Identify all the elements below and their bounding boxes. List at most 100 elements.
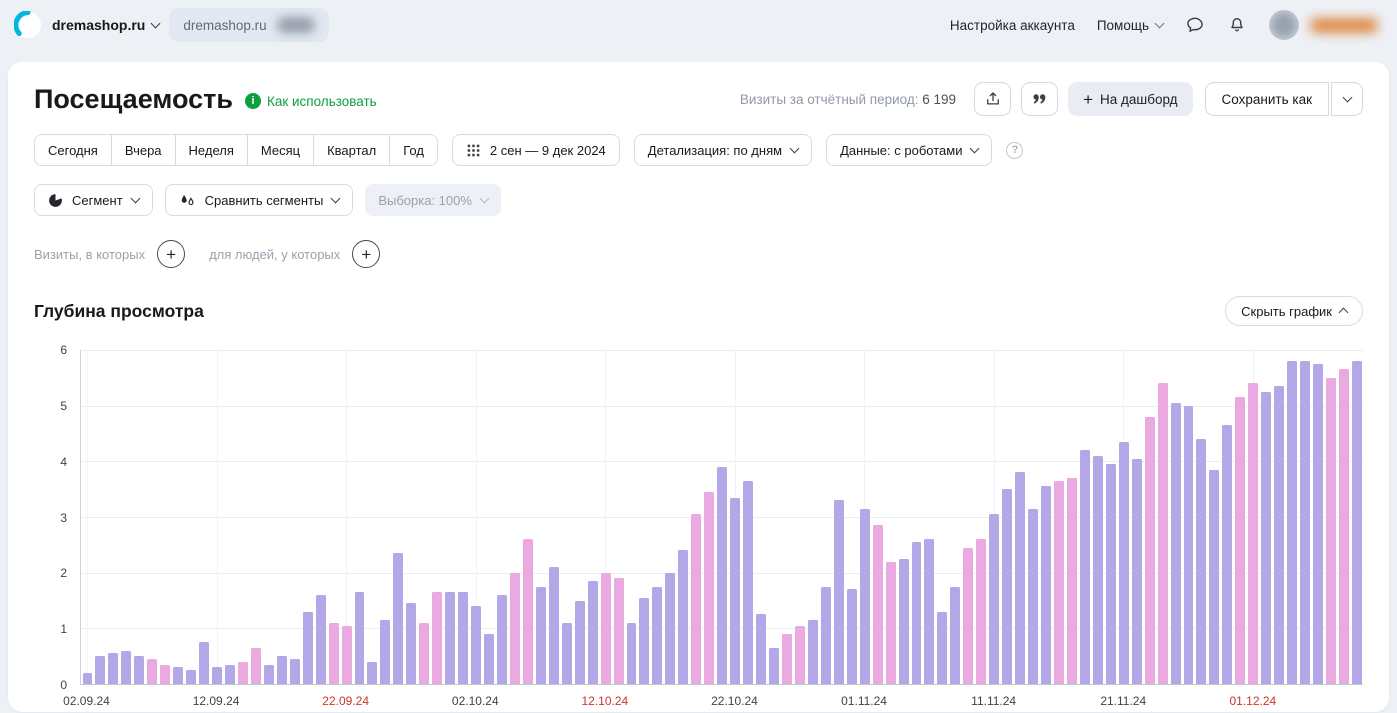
bar-22.10.24[interactable] [730, 498, 740, 684]
bar-10.10.24[interactable] [575, 601, 585, 685]
bell-icon[interactable] [1227, 15, 1247, 35]
bar-05.10.24[interactable] [510, 573, 520, 684]
bar-20.11.24[interactable] [1106, 464, 1116, 684]
bar-08.10.24[interactable] [549, 567, 559, 684]
bar-09.10.24[interactable] [562, 623, 572, 684]
save-as-button[interactable]: Сохранить как [1205, 82, 1329, 116]
question-icon[interactable]: ? [1006, 142, 1023, 159]
bar-27.10.24[interactable] [795, 626, 805, 684]
comments-button[interactable] [1021, 82, 1058, 116]
bar-06.11.24[interactable] [924, 539, 934, 684]
bar-08.12.24[interactable] [1339, 369, 1349, 684]
bar-06.10.24[interactable] [523, 539, 533, 684]
bar-07.10.24[interactable] [536, 587, 546, 684]
bar-19.09.24[interactable] [303, 612, 313, 684]
bar-17.11.24[interactable] [1067, 478, 1077, 684]
bar-19.11.24[interactable] [1093, 456, 1103, 684]
preset-button-5[interactable]: Квартал [313, 134, 390, 166]
bar-28.11.24[interactable] [1209, 470, 1219, 684]
bar-15.11.24[interactable] [1041, 486, 1051, 684]
hide-chart-button[interactable]: Скрыть график [1225, 296, 1363, 326]
bar-04.09.24[interactable] [108, 653, 118, 684]
bar-14.09.24[interactable] [238, 662, 248, 684]
bar-22.11.24[interactable] [1132, 459, 1142, 684]
bar-16.11.24[interactable] [1054, 481, 1064, 684]
bar-05.12.24[interactable] [1300, 361, 1310, 684]
bar-02.11.24[interactable] [873, 525, 883, 684]
bar-29.10.24[interactable] [821, 587, 831, 684]
bar-29.11.24[interactable] [1222, 425, 1232, 684]
bar-24.09.24[interactable] [367, 662, 377, 684]
data-mode-dropdown[interactable]: Данные: с роботами [826, 134, 992, 166]
bar-30.09.24[interactable] [445, 592, 455, 684]
export-button[interactable] [974, 82, 1011, 116]
bar-04.10.24[interactable] [497, 595, 507, 684]
bar-17.10.24[interactable] [665, 573, 675, 684]
bar-09.09.24[interactable] [173, 667, 183, 684]
preset-button-3[interactable]: Неделя [175, 134, 248, 166]
bar-09.12.24[interactable] [1352, 361, 1362, 684]
bar-01.10.24[interactable] [458, 592, 468, 684]
bar-25.11.24[interactable] [1171, 403, 1181, 684]
bar-05.11.24[interactable] [912, 542, 922, 684]
bar-18.11.24[interactable] [1080, 450, 1090, 684]
bar-08.11.24[interactable] [950, 587, 960, 684]
bar-24.11.24[interactable] [1158, 383, 1168, 684]
bar-28.09.24[interactable] [419, 623, 429, 684]
bar-18.10.24[interactable] [678, 550, 688, 684]
bar-24.10.24[interactable] [756, 614, 766, 684]
bar-15.09.24[interactable] [251, 648, 261, 684]
bar-14.11.24[interactable] [1028, 509, 1038, 684]
bar-07.11.24[interactable] [937, 612, 947, 684]
preset-button-4[interactable]: Месяц [247, 134, 314, 166]
bar-28.10.24[interactable] [808, 620, 818, 684]
metrica-logo-icon[interactable] [14, 11, 42, 39]
account-settings-link[interactable]: Настройка аккаунта [950, 18, 1075, 33]
bar-03.10.24[interactable] [484, 634, 494, 684]
bar-22.09.24[interactable] [342, 626, 352, 684]
bar-14.10.24[interactable] [627, 623, 637, 684]
bar-04.11.24[interactable] [899, 559, 909, 684]
bar-25.10.24[interactable] [769, 648, 779, 684]
bar-23.10.24[interactable] [743, 481, 753, 684]
bar-06.12.24[interactable] [1313, 364, 1323, 684]
bar-12.11.24[interactable] [1002, 489, 1012, 684]
counter-switcher[interactable]: dremashop.ru [52, 17, 159, 33]
bar-23.09.24[interactable] [355, 592, 365, 684]
bar-12.09.24[interactable] [212, 667, 222, 684]
bar-06.09.24[interactable] [134, 656, 144, 684]
bar-16.10.24[interactable] [652, 587, 662, 684]
bar-03.12.24[interactable] [1274, 386, 1284, 684]
bar-13.11.24[interactable] [1015, 472, 1025, 684]
bar-13.10.24[interactable] [614, 578, 624, 684]
bar-01.12.24[interactable] [1248, 383, 1258, 684]
bar-02.12.24[interactable] [1261, 392, 1271, 684]
bar-11.09.24[interactable] [199, 642, 209, 684]
bar-10.09.24[interactable] [186, 670, 196, 684]
add-people-filter-button[interactable]: + [352, 240, 380, 268]
bar-04.12.24[interactable] [1287, 361, 1297, 684]
bar-15.10.24[interactable] [639, 598, 649, 684]
bar-02.10.24[interactable] [471, 606, 481, 684]
preset-button-6[interactable]: Год [389, 134, 438, 166]
bar-21.11.24[interactable] [1119, 442, 1129, 684]
bar-27.11.24[interactable] [1196, 439, 1206, 684]
detail-dropdown[interactable]: Детализация: по дням [634, 134, 812, 166]
bar-26.10.24[interactable] [782, 634, 792, 684]
bar-27.09.24[interactable] [406, 603, 416, 684]
save-as-dropdown-button[interactable] [1331, 82, 1363, 116]
bar-30.10.24[interactable] [834, 500, 844, 684]
add-visits-filter-button[interactable]: + [157, 240, 185, 268]
bar-23.11.24[interactable] [1145, 417, 1155, 684]
bar-21.09.24[interactable] [329, 623, 339, 684]
bar-19.10.24[interactable] [691, 514, 701, 684]
avatar[interactable] [1269, 10, 1299, 40]
date-range-button[interactable]: 2 сен — 9 дек 2024 [452, 134, 620, 166]
bar-31.10.24[interactable] [847, 589, 857, 684]
bar-07.09.24[interactable] [147, 659, 157, 684]
bar-11.10.24[interactable] [588, 581, 598, 684]
bar-02.09.24[interactable] [83, 673, 93, 684]
bar-03.11.24[interactable] [886, 562, 896, 684]
chat-icon[interactable] [1185, 15, 1205, 35]
segment-button[interactable]: Сегмент [34, 184, 153, 216]
